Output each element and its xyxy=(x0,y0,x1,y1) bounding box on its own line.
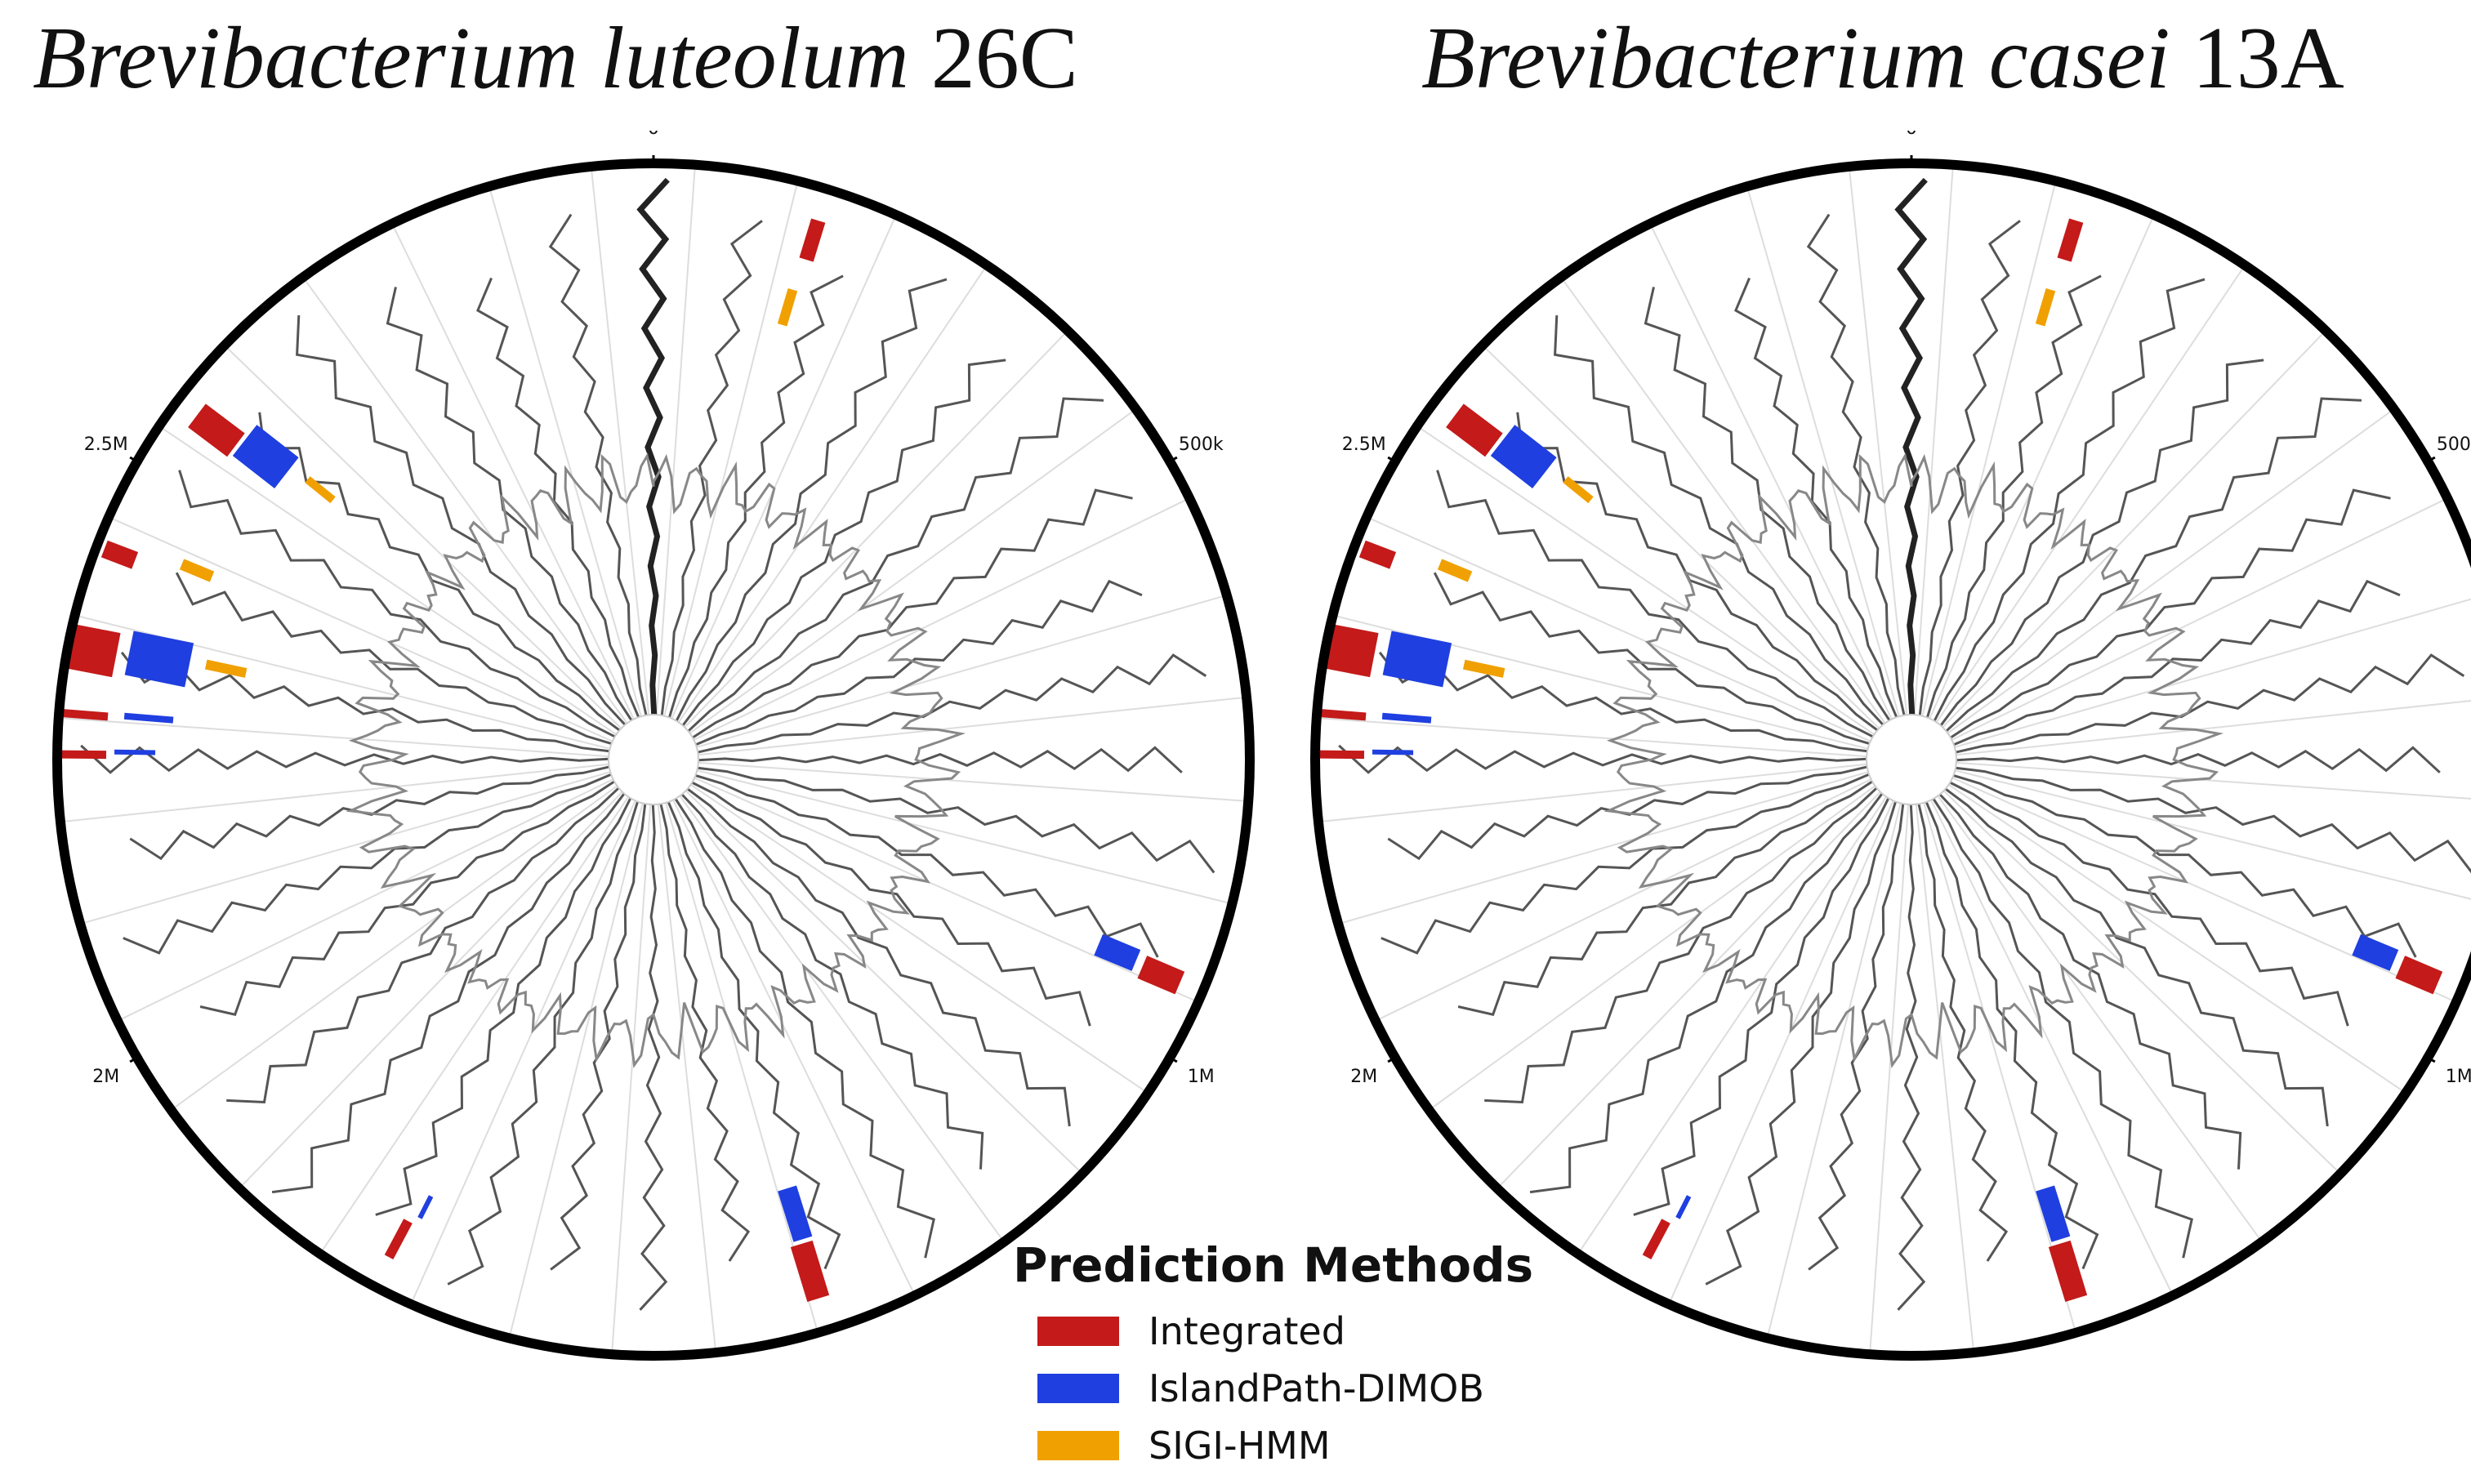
legend-item-integrated: Integrated xyxy=(1013,1303,1533,1360)
island-right-0 xyxy=(2057,218,2084,262)
island-right-16 xyxy=(2048,1240,2088,1302)
island-left-1 xyxy=(777,288,798,327)
tick-label-left-4: 2.5M xyxy=(84,435,128,455)
hub xyxy=(1866,714,1957,805)
island-left-5 xyxy=(100,540,139,569)
island-left-19 xyxy=(417,1195,434,1219)
skew-tracks xyxy=(1338,177,2471,1311)
genome-map-left: 0 500k 1M 2M 2.5M xyxy=(52,131,1255,1361)
island-right-11 xyxy=(1381,712,1432,724)
island-right-1 xyxy=(2035,288,2056,327)
tick-label-right-2: 1M xyxy=(2446,1067,2471,1087)
gc-content-ring xyxy=(346,452,966,1068)
island-left-9 xyxy=(204,659,248,678)
island-left-7 xyxy=(64,623,121,678)
island-left-14 xyxy=(1137,956,1185,995)
tick-label-left-3: 2M xyxy=(92,1067,119,1087)
island-right-7 xyxy=(1322,623,1379,678)
genome-map-right: 0 500k 1M 2M 2.5M xyxy=(1310,131,2471,1361)
island-right-3 xyxy=(1490,425,1557,488)
island-right-5 xyxy=(1358,540,1397,569)
island-right-9 xyxy=(1462,659,1505,678)
island-left-13 xyxy=(114,749,156,755)
legend: Prediction Methods Integrated IslandPath… xyxy=(1013,1237,1533,1474)
island-left-0 xyxy=(799,218,826,262)
island-left-16 xyxy=(790,1240,830,1302)
island-right-18 xyxy=(1642,1219,1670,1260)
island-right-6 xyxy=(1437,559,1473,582)
island-right-17 xyxy=(2036,1185,2071,1242)
island-left-10 xyxy=(62,709,109,721)
legend-item-islandpath-dimob: IslandPath-DIMOB xyxy=(1013,1360,1533,1417)
island-left-4 xyxy=(305,476,336,504)
legend-label-sigi-hmm: SIGI-HMM xyxy=(1149,1424,1331,1468)
hub xyxy=(608,714,699,805)
tick-label-left-0: 0 xyxy=(648,131,659,139)
tick-label-right-4: 2.5M xyxy=(1342,435,1386,455)
island-left-17 xyxy=(778,1185,813,1242)
grid-lines xyxy=(1320,168,2471,1351)
tick-label-right-1: 500k xyxy=(2437,435,2471,455)
island-right-19 xyxy=(1675,1195,1692,1219)
legend-swatch-islandpath-dimob xyxy=(1037,1374,1119,1403)
tick-label-right-3: 2M xyxy=(1350,1067,1377,1087)
island-right-8 xyxy=(1382,631,1452,688)
island-right-4 xyxy=(1563,476,1594,504)
island-right-2 xyxy=(1446,403,1503,457)
island-right-10 xyxy=(1320,709,1367,721)
panel-title-right: Brevibacterium casei 13A xyxy=(1421,10,2344,107)
legend-title: Prediction Methods xyxy=(1013,1237,1534,1293)
island-left-11 xyxy=(123,712,174,724)
legend-label-integrated: Integrated xyxy=(1149,1309,1345,1353)
island-right-13 xyxy=(1372,749,1414,755)
tick-label-left-1: 500k xyxy=(1179,435,1224,455)
legend-label-islandpath-dimob: IslandPath-DIMOB xyxy=(1149,1366,1484,1410)
island-left-15 xyxy=(1094,934,1141,971)
legend-item-sigi-hmm: SIGI-HMM xyxy=(1013,1417,1533,1474)
skew-tracks xyxy=(80,177,1215,1311)
island-right-14 xyxy=(2395,956,2443,995)
island-left-2 xyxy=(188,403,245,457)
island-left-18 xyxy=(384,1219,413,1260)
panel-title-left: Brevibacterium luteolum 26C xyxy=(33,10,1078,107)
tick-label-right-0: 0 xyxy=(1906,131,1917,139)
island-right-15 xyxy=(2352,934,2399,971)
island-left-6 xyxy=(179,559,215,582)
legend-swatch-integrated xyxy=(1037,1317,1119,1346)
tick-label-left-2: 1M xyxy=(1188,1067,1215,1087)
island-left-8 xyxy=(124,631,194,688)
island-left-3 xyxy=(232,425,299,488)
gc-content-ring xyxy=(1603,452,2224,1068)
legend-swatch-sigi-hmm xyxy=(1037,1431,1119,1460)
